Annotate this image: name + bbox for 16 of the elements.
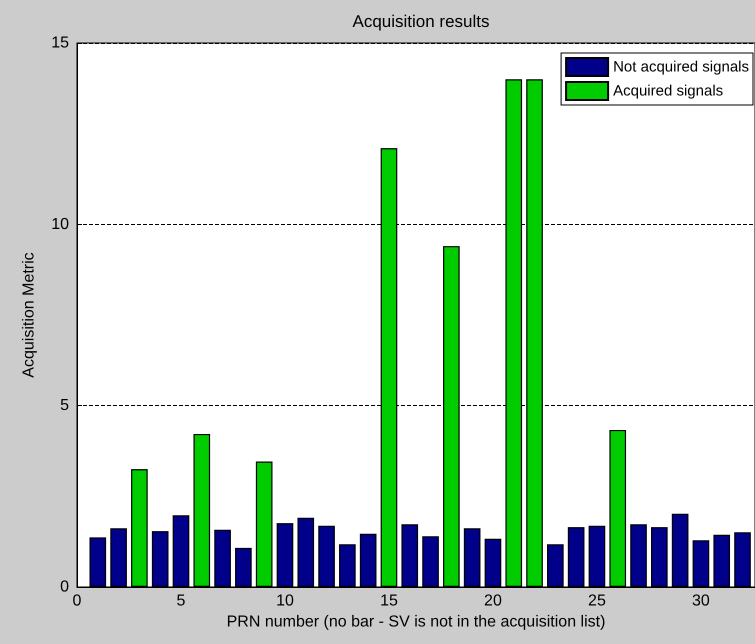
y-tick-label: 10 (51, 216, 70, 233)
x-tick-label: 0 (72, 592, 82, 610)
x-tick-label: 15 (380, 592, 398, 610)
legend-label: Not acquired signals (613, 58, 750, 76)
x-axis-title: PRN number (no bar - SV is not in the acquisition list) (226, 613, 606, 630)
x-tick-label: 10 (276, 592, 294, 610)
x-tick-label: 5 (176, 592, 186, 610)
y-tick-label: 0 (60, 578, 70, 596)
x-tick-label: 25 (588, 592, 606, 610)
legend-label: Acquired signals (613, 82, 724, 100)
y-axis-title: Acquisition Metric (20, 252, 38, 378)
y-tick-label: 5 (60, 397, 70, 414)
x-tick-label: 30 (692, 592, 710, 610)
chart-title: Acquisition results (352, 12, 490, 31)
y-tick-label: 15 (51, 34, 70, 52)
x-tick-label: 20 (484, 592, 502, 610)
